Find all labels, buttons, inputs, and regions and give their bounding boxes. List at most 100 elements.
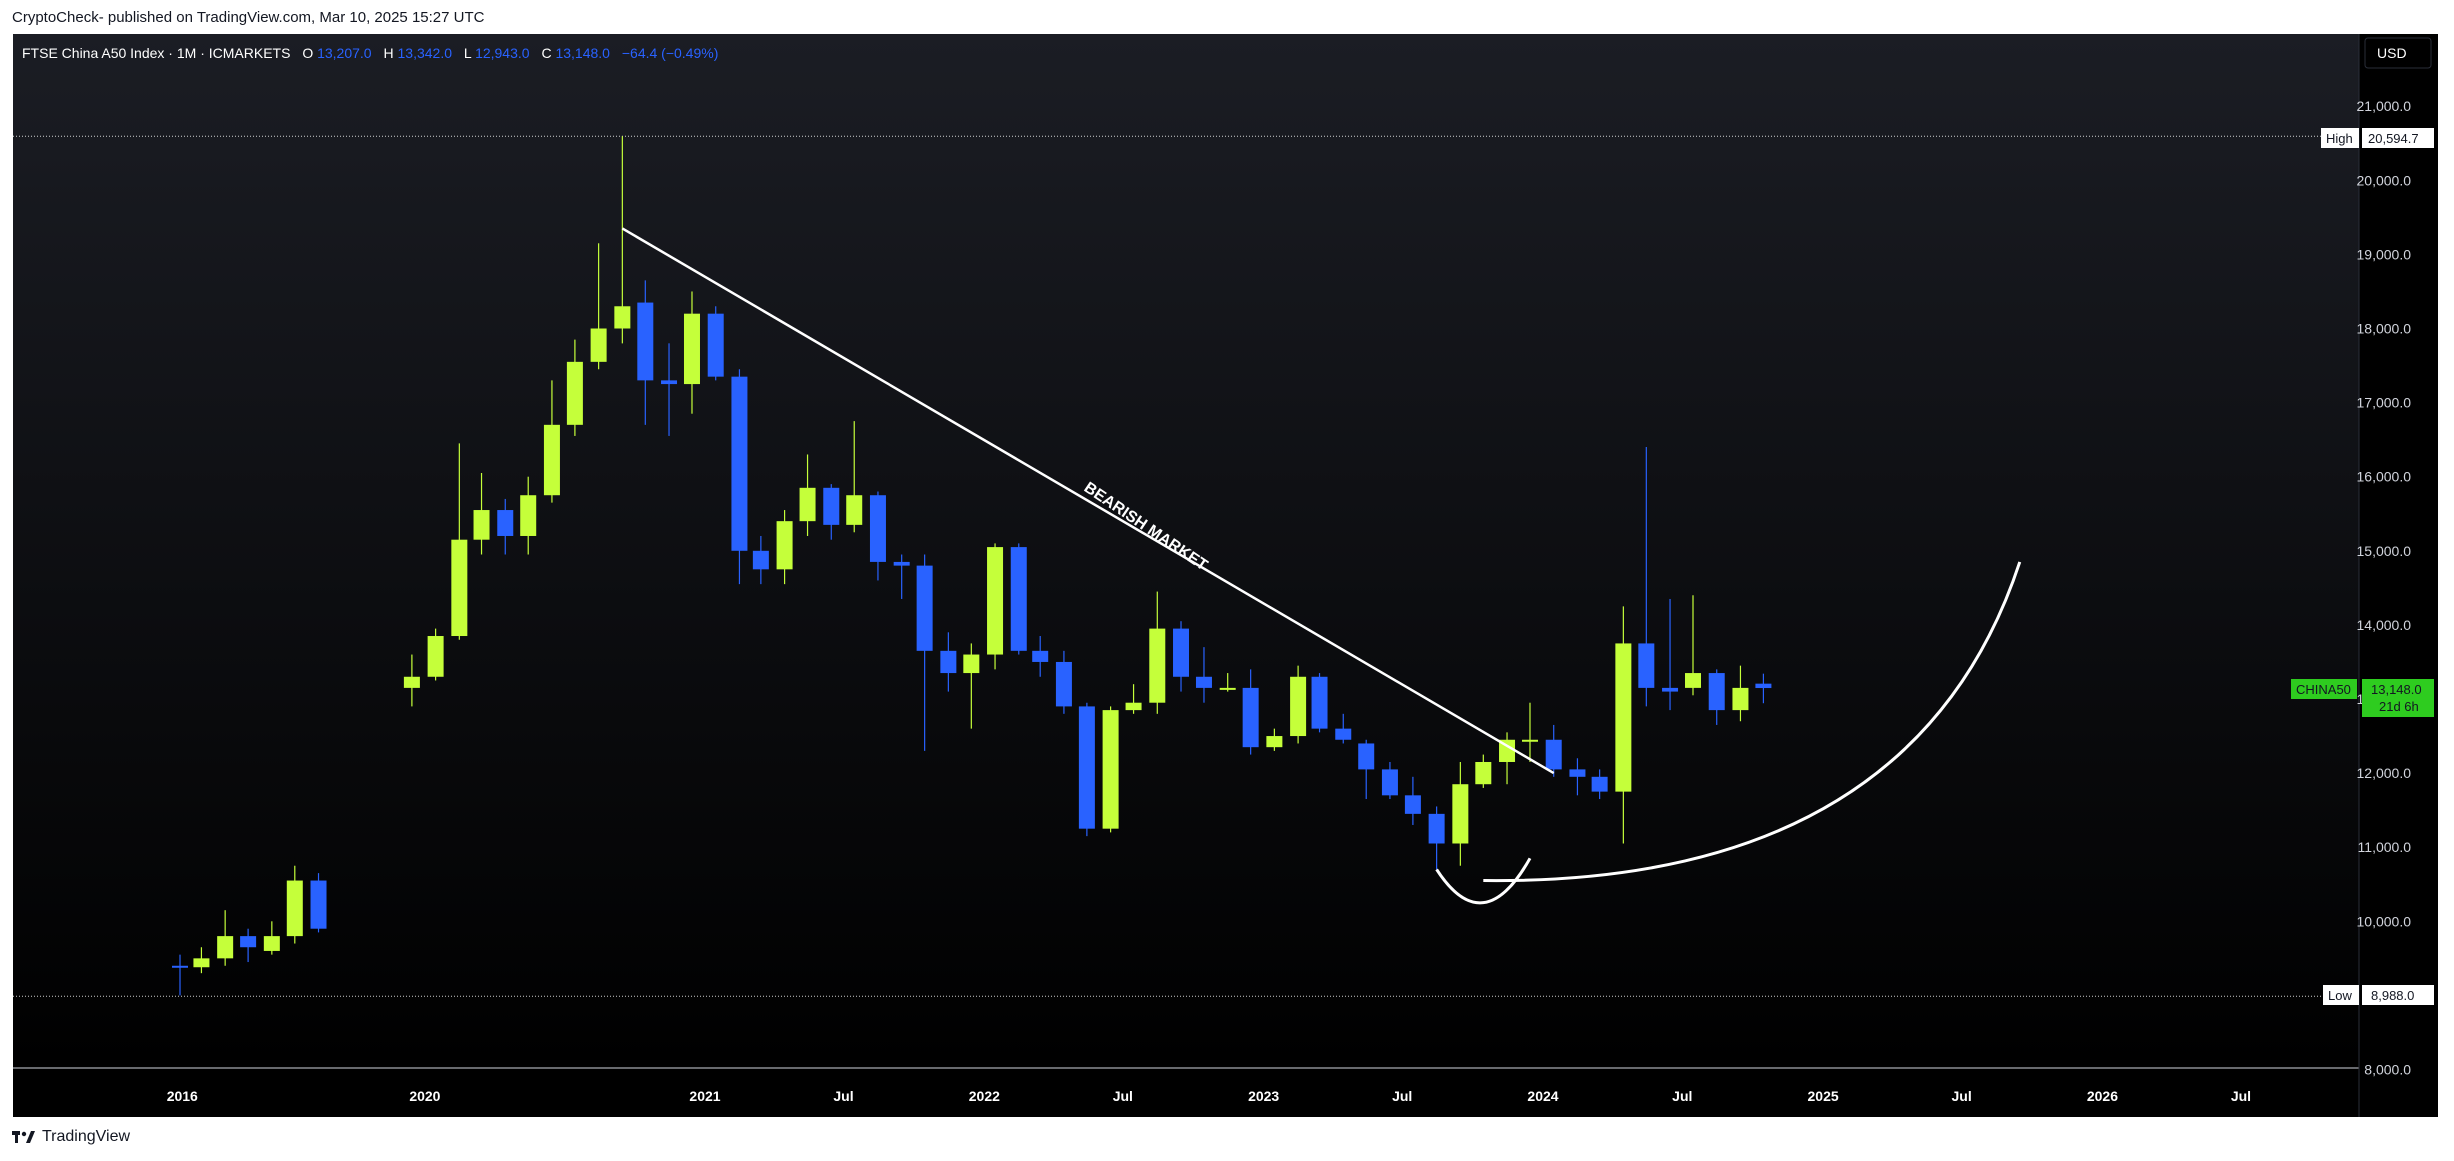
- candle: [1475, 754, 1492, 788]
- x-tick-label: 2026: [2087, 1088, 2118, 1104]
- candle-body: [1615, 643, 1632, 792]
- x-tick-label: 2025: [1808, 1088, 1839, 1104]
- candle-body: [614, 306, 631, 329]
- change-value: −64.4 (−0.49%): [622, 45, 719, 61]
- candle-body: [776, 521, 793, 570]
- candle: [1569, 758, 1586, 796]
- currency-button[interactable]: USD: [2364, 37, 2432, 69]
- candle: [1521, 702, 1538, 762]
- candle-body: [286, 880, 303, 937]
- candle-body: [1173, 628, 1190, 677]
- candle-body: [940, 650, 957, 674]
- candle-body: [846, 495, 863, 525]
- candle: [1381, 761, 1398, 800]
- candle: [263, 921, 280, 955]
- x-tick-label: Jul: [1392, 1088, 1412, 1104]
- candle: [1662, 598, 1679, 711]
- candle-body: [661, 380, 678, 385]
- candle-body: [683, 313, 700, 385]
- candle: [916, 554, 933, 751]
- low-label: L: [464, 45, 472, 61]
- candle-body: [1335, 728, 1352, 740]
- candle-body: [1475, 761, 1492, 785]
- candle: [1358, 739, 1375, 800]
- publish-attribution: CryptoCheck- published on TradingView.co…: [12, 9, 485, 26]
- candle: [661, 343, 678, 436]
- y-tick-label: 21,000.0: [2357, 98, 2412, 114]
- y-tick-label: 14,000.0: [2357, 617, 2412, 633]
- x-tick-label: 2024: [1527, 1088, 1558, 1104]
- candle: [217, 910, 234, 966]
- candle: [497, 498, 514, 555]
- candle-body: [1662, 687, 1679, 692]
- low-marker-label: Low: [2328, 988, 2352, 1003]
- candle: [1499, 732, 1516, 785]
- candle-body: [497, 510, 514, 536]
- bottom-arc: [1435, 857, 1532, 905]
- tradingview-brand: TradingView: [42, 1128, 131, 1145]
- open-value: 13,207.0: [317, 45, 372, 61]
- chart-pane[interactable]: 8,000.09,000.010,000.011,000.012,000.013…: [13, 34, 2438, 1117]
- x-tick-label: Jul: [1113, 1088, 1133, 1104]
- candle: [473, 472, 490, 555]
- candle: [1242, 669, 1259, 755]
- candle: [823, 484, 840, 540]
- candle-body: [543, 424, 560, 496]
- plot-background: [13, 34, 2359, 1068]
- candle: [403, 654, 420, 707]
- candle-body: [707, 313, 724, 377]
- candle: [707, 306, 724, 381]
- countdown-value: 21d 6h: [2379, 699, 2419, 714]
- candle: [451, 443, 468, 640]
- y-tick-label: 11,000.0: [2358, 839, 2412, 855]
- x-tick-label: 2022: [969, 1088, 1000, 1104]
- candle-body: [731, 376, 748, 551]
- candle-body: [637, 302, 654, 381]
- candle: [1684, 595, 1701, 696]
- x-tick-label: 2020: [409, 1088, 440, 1104]
- candle: [1428, 806, 1445, 870]
- candle-body: [987, 547, 1004, 655]
- high-label: H: [383, 45, 393, 61]
- y-tick-label: 20,000.0: [2357, 172, 2412, 188]
- candle-body: [1755, 683, 1772, 689]
- candle: [1032, 636, 1049, 677]
- candle: [1708, 669, 1725, 725]
- candle-body: [1125, 702, 1142, 711]
- bearish-trendline: [621, 227, 1555, 775]
- candle: [869, 491, 886, 581]
- candle: [1290, 665, 1307, 744]
- candle: [614, 136, 631, 344]
- last-price-symbol: CHINA50: [2296, 682, 2351, 697]
- candle: [172, 954, 189, 996]
- candle: [1010, 543, 1027, 655]
- candle: [520, 476, 537, 555]
- candle: [1591, 769, 1608, 800]
- candle: [987, 543, 1004, 670]
- open-label: O: [302, 45, 313, 61]
- candle: [1404, 776, 1421, 825]
- candle: [590, 243, 607, 370]
- tradingview-footer: TradingView: [12, 1128, 130, 1146]
- candle-body: [1032, 650, 1049, 662]
- candle: [543, 380, 560, 503]
- candle-body: [1010, 547, 1027, 651]
- candle-body: [1358, 743, 1375, 770]
- candle: [1219, 673, 1236, 692]
- high-value: 13,342.0: [398, 45, 453, 61]
- candle: [240, 928, 257, 963]
- candlestick-chart[interactable]: 8,000.09,000.010,000.011,000.012,000.013…: [13, 34, 2438, 1117]
- candle: [310, 873, 327, 933]
- x-tick-label: Jul: [833, 1088, 853, 1104]
- candle: [1266, 728, 1283, 751]
- candle-body: [403, 676, 420, 688]
- last-price-value: 13,148.0: [2371, 682, 2422, 697]
- candle-body: [1499, 739, 1516, 762]
- candle-body: [1149, 628, 1166, 703]
- close-value: 13,148.0: [555, 45, 610, 61]
- candle-body: [1638, 643, 1655, 688]
- candle-body: [1102, 710, 1119, 829]
- candle: [776, 510, 793, 585]
- y-tick-label: 19,000.0: [2357, 246, 2412, 262]
- y-tick-label: 18,000.0: [2357, 321, 2412, 337]
